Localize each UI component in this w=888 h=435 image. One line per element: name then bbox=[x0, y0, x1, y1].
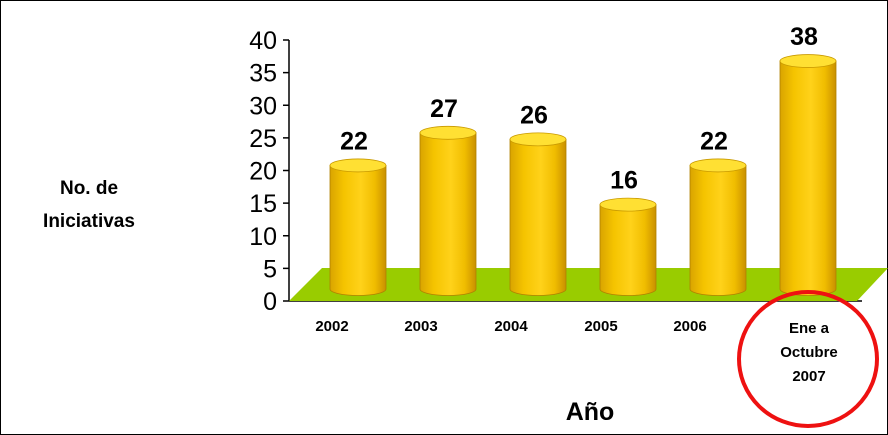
x-category-label: 2007 bbox=[792, 368, 825, 385]
bar-top bbox=[599, 197, 657, 212]
data-label: 26 bbox=[520, 101, 548, 129]
x-category-label: 2006 bbox=[673, 318, 706, 335]
x-category-label: 2004 bbox=[494, 318, 528, 335]
y-tick-label: 20 bbox=[249, 158, 277, 186]
bar bbox=[329, 158, 387, 296]
bar-top bbox=[689, 158, 747, 173]
bar-top bbox=[779, 54, 837, 68]
bar bbox=[599, 197, 657, 296]
bar-body bbox=[509, 138, 567, 296]
bar-top bbox=[419, 125, 477, 140]
bar-body bbox=[419, 132, 477, 296]
data-label: 22 bbox=[340, 127, 368, 155]
x-category-label: Ene a bbox=[789, 320, 830, 337]
x-category-label: Octubre bbox=[780, 344, 838, 361]
data-label: 16 bbox=[610, 167, 638, 195]
y-axis-title-line-2: Iniciativas bbox=[43, 211, 135, 232]
bar-top bbox=[329, 158, 387, 173]
x-category-label: 2005 bbox=[584, 318, 617, 335]
y-tick-label: 15 bbox=[249, 190, 277, 218]
bar bbox=[509, 132, 567, 296]
y-tick-label: 0 bbox=[263, 288, 277, 316]
bar-body bbox=[689, 165, 747, 296]
y-tick-label: 40 bbox=[249, 27, 277, 55]
y-tick-label: 5 bbox=[263, 255, 277, 283]
bar-body bbox=[779, 60, 837, 296]
data-label: 27 bbox=[430, 95, 458, 123]
bar bbox=[689, 158, 747, 296]
x-axis-title: Año bbox=[565, 398, 615, 426]
x-category-label: 2003 bbox=[404, 318, 437, 335]
y-axis-title: No. de Iniciativas bbox=[14, 172, 164, 238]
y-tick-label: 25 bbox=[249, 125, 277, 153]
y-tick-label: 10 bbox=[249, 223, 277, 251]
data-label: 22 bbox=[700, 127, 728, 155]
bar-body bbox=[329, 165, 387, 296]
bar bbox=[779, 54, 837, 296]
bar bbox=[419, 125, 477, 296]
bar-body bbox=[599, 204, 657, 296]
y-tick-label: 35 bbox=[249, 60, 277, 88]
data-label: 38 bbox=[790, 23, 818, 51]
y-tick-label: 30 bbox=[249, 92, 277, 120]
bar-top bbox=[509, 132, 567, 147]
y-axis-title-line-1: No. de bbox=[59, 178, 119, 199]
highlight-circle bbox=[737, 290, 879, 428]
x-category-label: 2002 bbox=[315, 318, 348, 335]
